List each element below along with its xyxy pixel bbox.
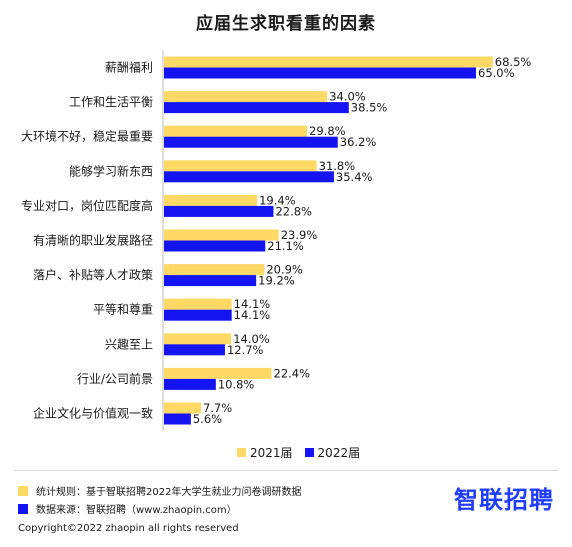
bar-2021 xyxy=(164,333,232,345)
category-label: 工作和生活平衡 xyxy=(69,95,153,109)
copyright-text: Copyright©2022 zhaopin all rights reserv… xyxy=(18,523,239,534)
data-label: 38.5% xyxy=(351,101,388,115)
footnote-source-swatch xyxy=(18,503,28,514)
bar-2021 xyxy=(164,194,258,206)
category-label: 行业/公司前景 xyxy=(77,371,153,386)
data-label: 22.8% xyxy=(275,204,312,218)
footer-divider xyxy=(14,470,558,471)
bar-2022 xyxy=(164,136,338,148)
bar-2022 xyxy=(164,309,232,321)
footnote-stats: 统计规则：基于智联招聘2022年大学生就业力问卷调研数据 xyxy=(18,483,301,498)
legend-item-2022: 2022届 xyxy=(304,444,361,461)
bar-chart: 薪酬福利 68.5%65.0% 工作和生活平衡 34.0%38.5% 大环境不好，稳定最… xyxy=(21,50,532,431)
legend-label-2021: 2021届 xyxy=(250,446,293,460)
bar-2022 xyxy=(164,275,257,287)
category-label: 企业文化与价值观一致 xyxy=(33,406,153,421)
bar-2022 xyxy=(164,205,274,217)
data-label: 21.1% xyxy=(267,239,304,253)
data-label: 65.0% xyxy=(478,66,515,80)
category-label: 大环境不好，稳定最重要 xyxy=(21,129,153,144)
legend-label-2022: 2022届 xyxy=(317,446,361,460)
data-label: 23.9% xyxy=(281,228,318,242)
category-label: 专业对口，岗位匹配度高 xyxy=(21,198,153,213)
bar-2021 xyxy=(164,367,272,379)
bar-2021 xyxy=(164,160,317,172)
footnote-source-text: 数据来源：智联招聘（www.zhaopin.com） xyxy=(36,505,237,516)
legend-swatch-2021 xyxy=(237,448,246,457)
bar-2021 xyxy=(164,298,232,310)
data-label: 7.7% xyxy=(203,401,232,415)
bar-2022 xyxy=(164,67,476,79)
bar-2021 xyxy=(164,56,493,68)
bar-2021 xyxy=(164,264,265,276)
category-label: 能够学习新东西 xyxy=(69,163,153,178)
bar-2022 xyxy=(164,102,349,114)
bar-2021 xyxy=(164,229,279,241)
bar-2022 xyxy=(164,171,334,183)
data-label: 19.4% xyxy=(259,193,296,207)
legend-item-2021: 2021届 xyxy=(237,444,293,461)
bar-2022 xyxy=(164,413,191,425)
data-label: 10.8% xyxy=(218,377,255,391)
category-label: 落户、补贴等人才政策 xyxy=(33,267,153,282)
bar-2021 xyxy=(164,91,328,103)
data-label: 34.0% xyxy=(329,90,366,104)
chart-legend: 2021届 2022届 xyxy=(237,444,372,461)
footnote-stats-swatch xyxy=(18,485,28,496)
category-label: 兴趣至上 xyxy=(105,336,153,351)
data-label: 5.6% xyxy=(193,412,222,426)
footnote-source: 数据来源：智联招聘（www.zhaopin.com） xyxy=(18,501,237,516)
data-label: 14.1% xyxy=(234,308,271,322)
data-label: 19.2% xyxy=(258,274,295,288)
data-label: 14.1% xyxy=(234,297,271,311)
footnote-stats-text: 统计规则：基于智联招聘2022年大学生就业力问卷调研数据 xyxy=(36,487,302,498)
legend-swatch-2022 xyxy=(304,448,314,457)
data-label: 35.4% xyxy=(336,170,373,184)
bar-2022 xyxy=(164,378,216,390)
data-label: 29.8% xyxy=(309,124,346,138)
data-label: 20.9% xyxy=(266,263,303,277)
bar-2021 xyxy=(164,402,201,414)
data-label: 68.5% xyxy=(495,55,532,69)
bar-2021 xyxy=(164,125,308,137)
data-label: 12.7% xyxy=(227,343,264,357)
category-label: 薪酬福利 xyxy=(105,60,153,75)
data-label: 36.2% xyxy=(340,135,377,149)
bar-2022 xyxy=(164,344,225,356)
data-label: 14.0% xyxy=(233,332,270,346)
data-label: 31.8% xyxy=(319,159,356,173)
category-label: 平等和尊重 xyxy=(93,302,153,317)
brand-logo: 智联招聘 xyxy=(454,486,554,514)
category-label: 有清晰的职业发展路径 xyxy=(33,233,153,248)
bar-2022 xyxy=(164,240,266,252)
data-label: 22.4% xyxy=(274,366,311,380)
chart-title: 应届生求职看重的因素 xyxy=(196,14,376,34)
